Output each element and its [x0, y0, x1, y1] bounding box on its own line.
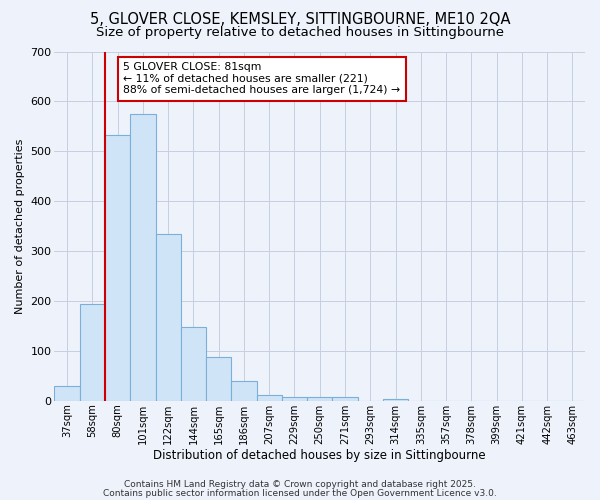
Bar — [332, 397, 358, 401]
Text: 5 GLOVER CLOSE: 81sqm
← 11% of detached houses are smaller (221)
88% of semi-det: 5 GLOVER CLOSE: 81sqm ← 11% of detached … — [124, 62, 401, 95]
Bar — [232, 381, 257, 401]
Text: 5, GLOVER CLOSE, KEMSLEY, SITTINGBOURNE, ME10 2QA: 5, GLOVER CLOSE, KEMSLEY, SITTINGBOURNE,… — [90, 12, 510, 28]
Bar — [181, 327, 206, 401]
Text: Contains public sector information licensed under the Open Government Licence v3: Contains public sector information licen… — [103, 488, 497, 498]
Bar — [55, 386, 80, 401]
Bar — [206, 358, 232, 401]
Bar — [80, 304, 105, 401]
Bar — [257, 395, 282, 401]
X-axis label: Distribution of detached houses by size in Sittingbourne: Distribution of detached houses by size … — [154, 450, 486, 462]
Bar — [105, 135, 130, 401]
Bar — [383, 399, 408, 401]
Bar — [307, 397, 332, 401]
Y-axis label: Number of detached properties: Number of detached properties — [15, 138, 25, 314]
Bar — [155, 234, 181, 401]
Bar — [130, 114, 155, 401]
Bar — [282, 397, 307, 401]
Text: Contains HM Land Registry data © Crown copyright and database right 2025.: Contains HM Land Registry data © Crown c… — [124, 480, 476, 489]
Text: Size of property relative to detached houses in Sittingbourne: Size of property relative to detached ho… — [96, 26, 504, 39]
